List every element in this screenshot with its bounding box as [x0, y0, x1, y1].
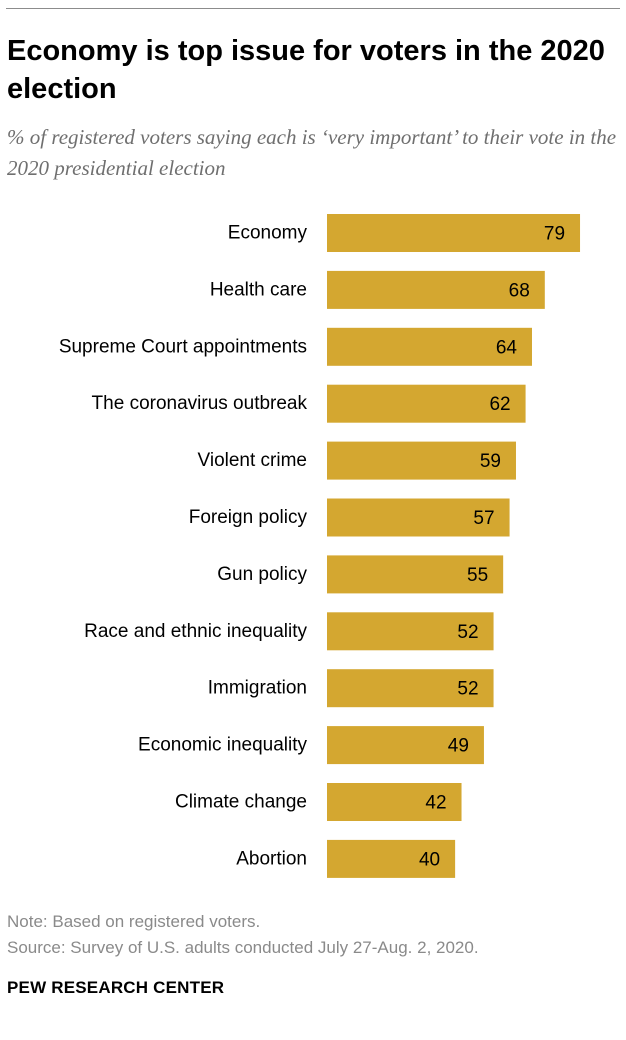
- value-label: 52: [457, 622, 478, 643]
- category-label: Economic inequality: [138, 735, 307, 756]
- category-label: Climate change: [175, 792, 307, 813]
- category-label: Foreign policy: [189, 507, 308, 528]
- bar: [327, 555, 504, 594]
- bar: [327, 384, 526, 423]
- category-label: Supreme Court appointments: [59, 336, 307, 357]
- value-label: 49: [448, 736, 469, 757]
- bar: [327, 726, 484, 765]
- bar: [327, 327, 532, 366]
- chart-subtitle: % of registered voters saying each is ‘v…: [7, 125, 617, 180]
- value-label: 59: [480, 451, 501, 472]
- value-label: 79: [544, 224, 565, 245]
- top-rule: [6, 8, 620, 9]
- value-label: 55: [467, 565, 488, 586]
- source-text: Source: Survey of U.S. adults conducted …: [7, 938, 479, 957]
- bar: [327, 612, 494, 651]
- category-label: Race and ethnic inequality: [84, 621, 307, 642]
- value-label: 42: [425, 793, 446, 814]
- bar: [327, 783, 462, 821]
- category-label: Abortion: [236, 848, 307, 869]
- category-label: Gun policy: [217, 564, 307, 585]
- category-label: Health care: [210, 279, 307, 300]
- category-label: Economy: [228, 223, 308, 244]
- brand-label: PEW RESEARCH CENTER: [7, 978, 225, 997]
- value-label: 68: [509, 280, 530, 301]
- value-label: 52: [457, 679, 478, 700]
- value-label: 62: [489, 394, 510, 415]
- chart-title: Economy is top issue for voters in the 2…: [7, 35, 605, 105]
- bar: [327, 441, 516, 480]
- category-label: Violent crime: [198, 450, 307, 471]
- bar: [327, 270, 545, 309]
- bar: [327, 214, 581, 252]
- category-label: Immigration: [208, 678, 307, 699]
- value-label: 57: [473, 508, 494, 529]
- bar: [327, 669, 494, 708]
- value-label: 40: [419, 849, 440, 870]
- bar: [327, 498, 510, 537]
- bar: [327, 839, 456, 878]
- value-label: 64: [496, 337, 518, 358]
- note-text: Note: Based on registered voters.: [7, 912, 261, 931]
- bar-chart: Economy 79 Health care 68 Supreme Court appo…: [59, 214, 581, 878]
- category-label: The coronavirus outbreak: [92, 393, 308, 414]
